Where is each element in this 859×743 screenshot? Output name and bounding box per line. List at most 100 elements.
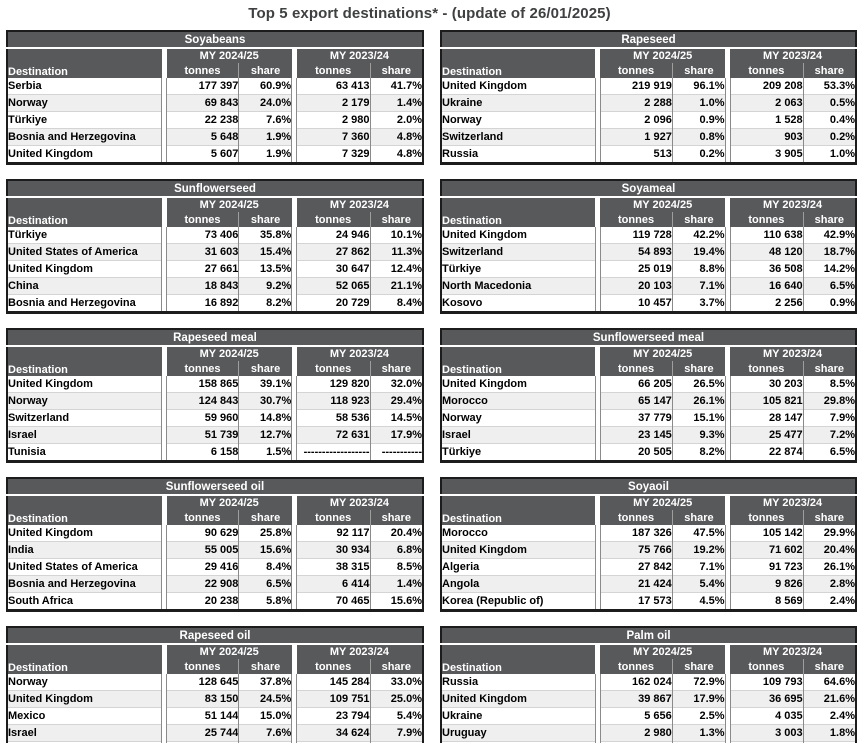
table-row: United Kingdom 83 150 24.5% 109 751 25.0… <box>7 690 423 708</box>
share-2024-25-cell: 1.9% <box>238 128 292 146</box>
share-2024-25-cell: 26.5% <box>671 376 726 393</box>
share-2024-25-cell: 1.1% <box>671 741 726 743</box>
column-gap <box>595 495 601 525</box>
tables-grid: Soyabeans Destination MY 2024/25 MY 2023… <box>0 22 859 743</box>
tonnes-2023-24-cell: 2 256 <box>730 294 804 313</box>
tonnes-2024-25-cell: 59 960 <box>166 409 239 427</box>
share-2024-25-cell: 9.3% <box>671 426 726 444</box>
column-gap <box>724 443 731 462</box>
share-2023-24-cell: 42.9% <box>802 227 856 244</box>
table-row: Switzerland 1 927 0.8% 903 0.2% <box>441 128 856 146</box>
subcolumn-header-row: tonnes share tonnes share <box>7 63 423 78</box>
column-gap <box>594 243 601 261</box>
tonnes-2024-25-cell: 20 505 <box>600 443 673 462</box>
product-table: Rapeseed oil Destination MY 2024/25 MY 2… <box>6 626 424 743</box>
column-gap <box>724 260 731 278</box>
share-column-header: share <box>369 212 423 227</box>
column-gap <box>724 376 731 393</box>
tonnes-2023-24-cell: 109 751 <box>296 690 371 708</box>
column-gap <box>161 227 168 244</box>
share-2024-25-cell: 24.5% <box>238 690 292 708</box>
tonnes-2024-25-cell: 17 573 <box>600 592 673 611</box>
column-gap <box>291 145 298 164</box>
table-row: Serbia 177 397 60.9% 63 413 41.7% <box>7 78 423 95</box>
tonnes-2023-24-cell: 30 203 <box>730 376 804 393</box>
tonnes-2023-24-cell: 25 477 <box>730 426 804 444</box>
column-gap <box>161 707 168 725</box>
table-title: Rapeseed oil <box>7 627 423 645</box>
column-gap <box>594 409 601 427</box>
share-2023-24-cell: 1.4% <box>369 575 423 593</box>
column-gap <box>594 128 601 146</box>
column-gap <box>724 243 731 261</box>
tonnes-2023-24-cell: 34 624 <box>296 724 371 742</box>
table-body: Russia 162 024 72.9% 109 793 64.6% Unite… <box>441 674 856 743</box>
destination-cell: Kosovo <box>441 294 596 313</box>
tonnes-2023-24-cell: 36 508 <box>730 260 804 278</box>
share-2023-24-cell: 7.5% <box>369 741 423 743</box>
tonnes-2024-25-cell: 2 096 <box>600 111 673 129</box>
product-table: Sunflowerseed oil Destination MY 2024/25… <box>6 477 424 612</box>
column-gap <box>291 443 298 462</box>
subcolumn-header-row: tonnes share tonnes share <box>7 361 423 376</box>
share-2024-25-cell: 30.7% <box>238 392 292 410</box>
table-row: United Kingdom 5 607 1.9% 7 329 4.8% <box>7 145 423 164</box>
share-2024-25-cell: 5.8% <box>238 592 292 611</box>
subcolumn-header-row: tonnes share tonnes share <box>7 659 423 674</box>
tonnes-2023-24-cell: 1 528 <box>730 111 804 129</box>
table-row: Ukraine 2 288 1.0% 2 063 0.5% <box>441 94 856 112</box>
column-gap <box>595 197 601 227</box>
table-row: Uruguay 2 980 1.3% 3 003 1.8% <box>441 724 856 742</box>
column-gap <box>594 592 601 611</box>
tonnes-2024-25-cell: 10 457 <box>600 294 673 313</box>
share-2023-24-cell: 1.8% <box>802 724 856 742</box>
destination-cell: Switzerland <box>441 741 596 743</box>
column-gap <box>724 741 731 743</box>
tonnes-2024-25-cell: 25 019 <box>600 260 673 278</box>
tonnes-2023-24-cell: 3 519 <box>730 741 804 743</box>
destination-column-header: Destination <box>441 495 596 525</box>
tonnes-2023-24-cell: 30 647 <box>296 260 371 278</box>
period-header-my-2023-24: MY 2023/24 <box>296 644 423 659</box>
period-header-row: Destination MY 2024/25 MY 2023/24 <box>7 644 423 674</box>
tonnes-column-header: tonnes <box>600 361 673 376</box>
share-2023-24-cell: 29.8% <box>802 392 856 410</box>
tonnes-2024-25-cell: 20 238 <box>166 592 239 611</box>
tonnes-2024-25-cell: 119 728 <box>600 227 673 244</box>
share-2024-25-cell: 7.6% <box>238 724 292 742</box>
tonnes-2024-25-cell: 5 607 <box>166 145 239 164</box>
column-gap <box>161 145 168 164</box>
share-2023-24-cell: 4.8% <box>369 128 423 146</box>
share-2024-25-cell: 1.0% <box>671 94 726 112</box>
table-row: Russia 162 024 72.9% 109 793 64.6% <box>441 674 856 691</box>
column-gap <box>161 48 167 78</box>
column-gap <box>724 409 731 427</box>
column-gap <box>161 575 168 593</box>
tonnes-column-header: tonnes <box>730 63 804 78</box>
tonnes-2023-24-cell: 2 179 <box>296 94 371 112</box>
table-row: Israel 51 739 12.7% 72 631 17.9% <box>7 426 423 444</box>
tonnes-2023-24-cell: 22 874 <box>730 443 804 462</box>
share-2024-25-cell: 9.2% <box>238 277 292 295</box>
destination-cell: United Kingdom <box>7 145 162 164</box>
share-column-header: share <box>802 212 856 227</box>
period-header-my-2024-25: MY 2024/25 <box>600 346 726 361</box>
table-title: Rapeseed meal <box>7 329 423 347</box>
destination-cell: Türkiye <box>441 443 596 462</box>
share-2024-25-cell: 6.5% <box>238 575 292 593</box>
column-gap <box>161 541 168 559</box>
share-2023-24-cell: 14.5% <box>369 409 423 427</box>
table-row: United Kingdom 90 629 25.8% 92 117 20.4% <box>7 525 423 542</box>
share-2024-25-cell: 15.4% <box>238 243 292 261</box>
tonnes-column-header: tonnes <box>166 510 239 525</box>
period-header-row: Destination MY 2024/25 MY 2023/24 <box>7 48 423 78</box>
destination-cell: Bosnia and Herzegovina <box>7 575 162 593</box>
destination-cell: United Kingdom <box>441 376 596 393</box>
column-gap <box>161 260 168 278</box>
share-2023-24-cell: 53.3% <box>802 78 856 95</box>
destination-cell: South Africa <box>7 592 162 611</box>
tonnes-2023-24-cell: 8 569 <box>730 592 804 611</box>
destination-cell: Algeria <box>441 558 596 576</box>
column-gap <box>594 78 601 95</box>
share-2023-24-cell: 6.5% <box>802 443 856 462</box>
